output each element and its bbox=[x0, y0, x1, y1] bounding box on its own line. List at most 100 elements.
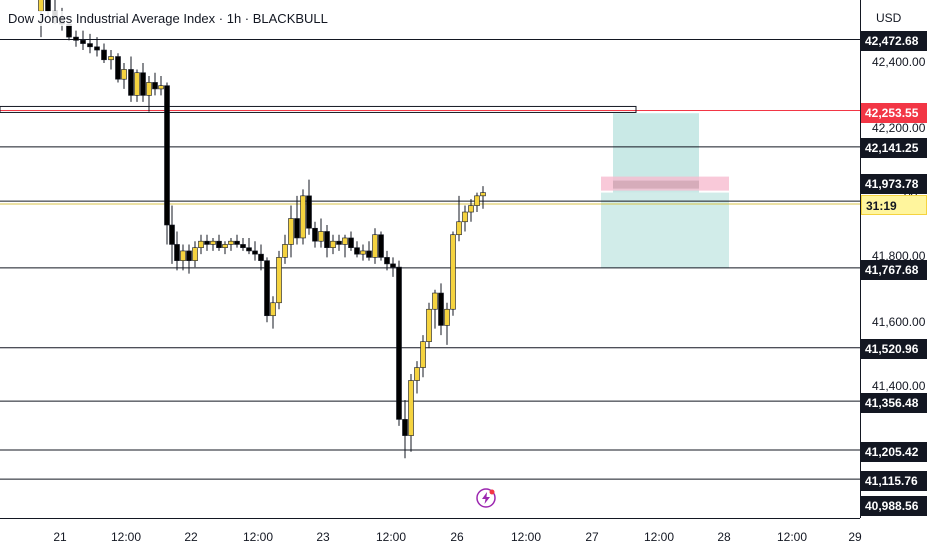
price-tick: 42,400.00 bbox=[872, 55, 926, 69]
level-label: 41,973.78 bbox=[861, 174, 927, 194]
bull-candle bbox=[456, 221, 462, 236]
level-label: 41,205.42 bbox=[861, 442, 927, 462]
level-band bbox=[0, 105, 637, 113]
bull-candle bbox=[372, 234, 378, 258]
level-label: 41,520.96 bbox=[861, 339, 927, 359]
bull-candle bbox=[420, 341, 426, 368]
bear-candle bbox=[390, 263, 396, 268]
price-tick: 42,200.00 bbox=[872, 121, 926, 135]
bull-candle bbox=[444, 308, 450, 326]
price-tick: 41,800.00 bbox=[872, 249, 926, 263]
current-price-label: 42,253.55 bbox=[861, 103, 927, 123]
bear-candle bbox=[164, 85, 170, 226]
bull-candle bbox=[300, 195, 306, 239]
bull-candle bbox=[480, 192, 486, 197]
time-tick: 23 bbox=[316, 530, 330, 544]
bull-candle bbox=[330, 240, 336, 248]
time-tick: 12:00 bbox=[375, 530, 407, 544]
bull-candle bbox=[360, 250, 366, 255]
time-axis[interactable]: 21 12:00 22 12:00 23 12:00 26 12:00 27 1… bbox=[0, 518, 862, 551]
time-tick: 21 bbox=[53, 530, 67, 544]
bear-candle bbox=[264, 260, 270, 317]
time-tick: 28 bbox=[717, 530, 731, 544]
bear-candle bbox=[128, 69, 134, 96]
bull-candle bbox=[158, 85, 164, 90]
bear-candle bbox=[312, 227, 318, 242]
bull-candle bbox=[450, 234, 456, 310]
bear-candle bbox=[152, 82, 158, 90]
bear-candle bbox=[348, 237, 354, 248]
bear-candle bbox=[73, 36, 79, 41]
bear-candle bbox=[204, 240, 210, 245]
bear-candle bbox=[384, 257, 390, 265]
bear-candle bbox=[80, 40, 86, 44]
price-axis[interactable] bbox=[860, 0, 932, 518]
bear-candle bbox=[402, 419, 408, 436]
level-label: 41,356.48 bbox=[861, 393, 927, 413]
price-tick: 41,600.00 bbox=[872, 315, 926, 329]
time-tick: 12:00 bbox=[776, 530, 808, 544]
bear-candle bbox=[366, 250, 372, 258]
bull-candle bbox=[270, 302, 276, 317]
bull-candle bbox=[342, 237, 348, 245]
bear-candle bbox=[216, 240, 222, 248]
entry-zone bbox=[613, 180, 699, 189]
level-label: 42,141.25 bbox=[861, 138, 927, 158]
bull-candle bbox=[432, 292, 438, 310]
bear-candle bbox=[169, 224, 175, 245]
time-tick: 27 bbox=[585, 530, 599, 544]
bull-candle bbox=[146, 82, 152, 96]
bull-candle bbox=[318, 231, 324, 242]
bull-candle bbox=[108, 56, 114, 61]
position-zone bbox=[601, 192, 729, 268]
bull-candle bbox=[426, 308, 432, 342]
level-label: 41,115.76 bbox=[861, 471, 927, 491]
bear-candle bbox=[234, 240, 240, 245]
bear-candle bbox=[252, 250, 258, 255]
bull-candle bbox=[462, 211, 468, 223]
bear-candle bbox=[324, 231, 330, 248]
bull-candle bbox=[414, 367, 420, 381]
bull-candle bbox=[468, 205, 474, 213]
bear-candle bbox=[294, 218, 300, 239]
level-label: 41,767.68 bbox=[861, 260, 927, 280]
bull-candle bbox=[276, 257, 282, 304]
chart-canvas[interactable]: Dow Jones Industrial Average Index · 1h … bbox=[0, 0, 860, 518]
bull-candle bbox=[121, 69, 127, 80]
bull-candle bbox=[222, 244, 228, 248]
bull-candle bbox=[408, 380, 414, 436]
level-label: 42,472.68 bbox=[861, 31, 927, 51]
bull-candle bbox=[474, 195, 480, 206]
bull-candle bbox=[210, 240, 216, 245]
bear-candle bbox=[438, 292, 444, 326]
bull-candle bbox=[192, 247, 198, 261]
bear-candle bbox=[354, 247, 360, 255]
bear-candle bbox=[66, 23, 72, 38]
level-label: 40,988.56 bbox=[861, 496, 927, 516]
time-tick: 29 bbox=[848, 530, 862, 544]
lightning-icon[interactable] bbox=[475, 487, 497, 509]
bear-candle bbox=[240, 244, 246, 248]
time-tick: 22 bbox=[184, 530, 198, 544]
symbol-title[interactable]: Dow Jones Industrial Average Index · 1h … bbox=[6, 11, 330, 26]
bear-candle bbox=[174, 244, 180, 261]
time-tick: 12:00 bbox=[510, 530, 542, 544]
bear-candle bbox=[140, 72, 146, 96]
bull-candle bbox=[198, 240, 204, 248]
bear-candle bbox=[87, 43, 93, 48]
price-tick: 41,400.00 bbox=[872, 379, 926, 393]
bear-candle bbox=[186, 250, 192, 261]
bear-candle bbox=[101, 49, 107, 61]
candlestick-chart[interactable] bbox=[0, 0, 860, 518]
time-tick: 12:00 bbox=[110, 530, 142, 544]
countdown-label: 31:19 bbox=[861, 195, 927, 215]
bear-candle bbox=[258, 253, 264, 261]
bull-candle bbox=[134, 72, 140, 96]
bull-candle bbox=[228, 240, 234, 245]
bull-candle bbox=[288, 218, 294, 245]
bull-candle bbox=[282, 244, 288, 258]
bull-candle bbox=[38, 0, 44, 12]
bear-candle bbox=[306, 195, 312, 229]
bear-candle bbox=[336, 240, 342, 245]
currency-label[interactable]: USD bbox=[876, 11, 902, 25]
